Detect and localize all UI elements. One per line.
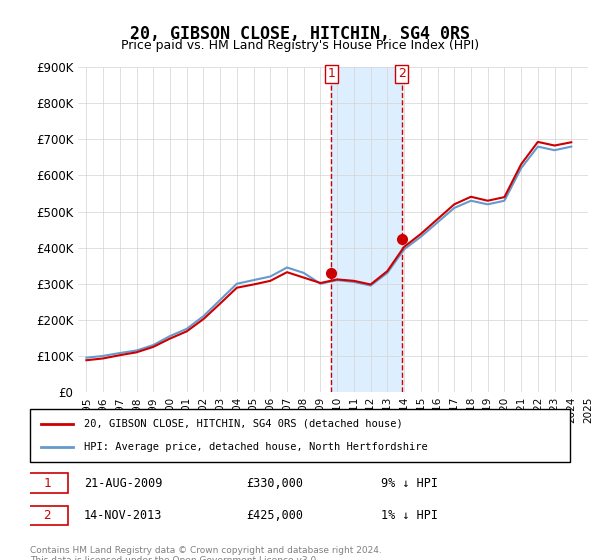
Text: 2: 2 bbox=[398, 67, 406, 80]
Text: 1% ↓ HPI: 1% ↓ HPI bbox=[381, 508, 438, 522]
Text: 1: 1 bbox=[327, 67, 335, 80]
Text: 2: 2 bbox=[44, 508, 51, 522]
Text: 1: 1 bbox=[44, 477, 51, 489]
FancyBboxPatch shape bbox=[28, 473, 68, 493]
Text: HPI: Average price, detached house, North Hertfordshire: HPI: Average price, detached house, Nort… bbox=[84, 442, 428, 452]
Bar bbox=[331, 67, 402, 392]
FancyBboxPatch shape bbox=[30, 409, 570, 462]
Text: 21-AUG-2009: 21-AUG-2009 bbox=[84, 477, 163, 489]
Text: 14-NOV-2013: 14-NOV-2013 bbox=[84, 508, 163, 522]
Text: Price paid vs. HM Land Registry's House Price Index (HPI): Price paid vs. HM Land Registry's House … bbox=[121, 39, 479, 52]
Text: £330,000: £330,000 bbox=[246, 477, 303, 489]
FancyBboxPatch shape bbox=[28, 506, 68, 525]
Text: 9% ↓ HPI: 9% ↓ HPI bbox=[381, 477, 438, 489]
Text: 20, GIBSON CLOSE, HITCHIN, SG4 0RS: 20, GIBSON CLOSE, HITCHIN, SG4 0RS bbox=[130, 25, 470, 43]
Text: £425,000: £425,000 bbox=[246, 508, 303, 522]
Text: 20, GIBSON CLOSE, HITCHIN, SG4 0RS (detached house): 20, GIBSON CLOSE, HITCHIN, SG4 0RS (deta… bbox=[84, 419, 403, 429]
Text: Contains HM Land Registry data © Crown copyright and database right 2024.
This d: Contains HM Land Registry data © Crown c… bbox=[30, 546, 382, 560]
